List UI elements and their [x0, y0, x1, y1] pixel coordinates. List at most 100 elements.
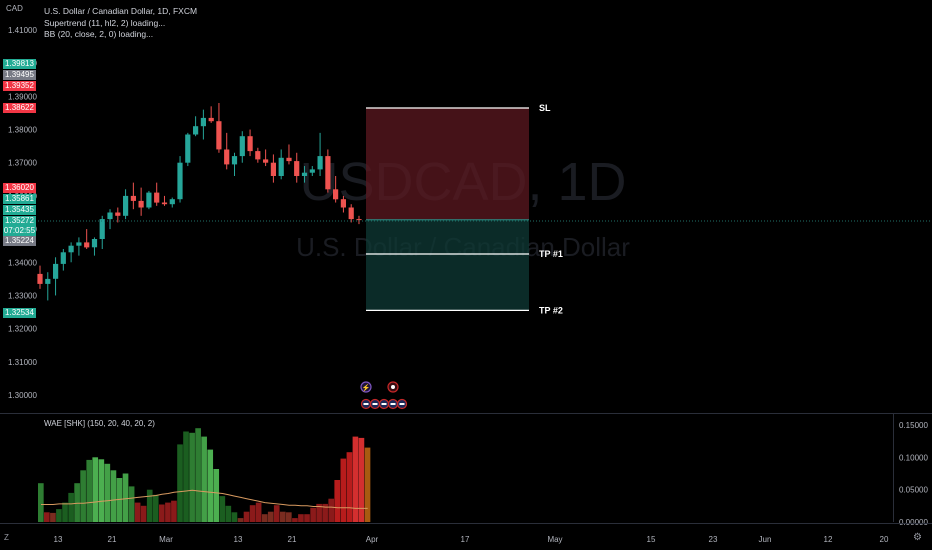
candle-body	[224, 149, 230, 165]
wae-bar	[280, 511, 286, 522]
wae-tick-label: 0.10000	[899, 453, 928, 462]
time-tick-label: 12	[824, 535, 833, 544]
gear-icon[interactable]: ⚙	[913, 532, 922, 543]
time-tick-label: 17	[461, 535, 470, 544]
stop-zone[interactable]	[366, 107, 529, 220]
wae-bar	[255, 502, 262, 522]
candle	[123, 189, 129, 220]
wae-tick-label: 0.00000	[899, 518, 928, 527]
target-zone[interactable]	[366, 219, 529, 311]
price-candles	[37, 103, 362, 301]
candle-body	[45, 278, 51, 284]
long-position-tool[interactable]: SL TP #1 TP #2	[366, 103, 563, 315]
candle	[99, 215, 105, 249]
auto-scale-label[interactable]: Z	[4, 533, 9, 542]
wae-bar	[243, 511, 250, 522]
candle-body	[208, 117, 214, 122]
price-badge: 1.36020	[3, 183, 36, 193]
candle-body	[68, 245, 74, 253]
currency-label: CAD	[6, 4, 23, 13]
wae-bar	[273, 505, 280, 522]
candle-body	[239, 136, 245, 157]
wae-bar	[92, 457, 99, 522]
candle-body	[255, 151, 261, 160]
candle	[169, 197, 175, 208]
flag-stripe	[372, 403, 378, 405]
candle-body	[115, 212, 121, 216]
wae-bar	[352, 436, 359, 522]
candle	[177, 156, 183, 203]
wae-bar	[304, 514, 310, 522]
wae-bar	[86, 459, 93, 522]
candle	[60, 249, 66, 271]
candle	[146, 190, 152, 210]
candle-body	[177, 162, 183, 200]
candle-body	[317, 156, 323, 170]
candle-body	[263, 159, 269, 163]
wae-bar	[116, 478, 123, 522]
candle	[231, 152, 238, 176]
wae-bar	[267, 511, 274, 522]
wae-bar	[146, 489, 153, 522]
candle	[301, 166, 308, 183]
candle-body	[286, 157, 292, 162]
price-tick-label: 1.38000	[8, 126, 37, 135]
event-markers[interactable]: ⚡	[360, 381, 399, 393]
sl-label: SL	[539, 103, 551, 113]
price-tick-label: 1.31000	[8, 358, 37, 367]
candle	[53, 257, 59, 296]
wae-bar	[310, 507, 316, 522]
price-badge: 1.35861	[3, 194, 36, 204]
earnings-event-icon[interactable]	[360, 381, 372, 393]
economic-calendar-flags[interactable]	[360, 398, 408, 410]
price-badge: 1.39352	[3, 81, 36, 91]
candle-body	[301, 172, 308, 176]
candle-body	[216, 121, 222, 150]
candle-body	[138, 200, 144, 208]
bollinger-legend[interactable]: BB (20, close, 2, 0) loading...	[44, 29, 154, 39]
wae-bar	[44, 512, 50, 522]
flag-stripe	[363, 403, 369, 405]
wae-bar	[140, 505, 147, 522]
candle	[224, 132, 230, 170]
candle	[84, 229, 90, 249]
candle	[68, 242, 74, 263]
candle	[340, 195, 346, 213]
wae-bar	[213, 469, 220, 522]
wae-bar	[152, 494, 159, 522]
candle	[107, 209, 113, 230]
wae-bar	[56, 509, 62, 522]
price-tick-label: 1.41000	[8, 26, 37, 35]
candle-body	[200, 117, 206, 127]
candle	[239, 131, 245, 163]
candle-body	[356, 219, 362, 221]
wae-bar	[225, 505, 232, 522]
candle-body	[146, 192, 152, 208]
wae-bar	[134, 502, 141, 522]
candle-body	[76, 242, 82, 246]
candle-body	[169, 199, 175, 205]
wae-bar	[68, 492, 74, 522]
time-tick-label: 20	[880, 535, 889, 544]
price-badge: 1.39495	[3, 70, 36, 80]
candle-body	[325, 156, 331, 190]
wae-bar	[298, 514, 304, 522]
time-tick-label: 13	[234, 535, 243, 544]
price-badge: 07:02:55	[3, 226, 36, 236]
time-tick-label: 21	[108, 535, 117, 544]
time-tick-label: May	[547, 535, 562, 544]
symbol-title[interactable]: U.S. Dollar / Canadian Dollar, 1D, FXCM	[44, 6, 198, 16]
wae-axis-ticks: 0.15000 0.10000 0.05000 0.00000	[899, 421, 928, 527]
wae-legend[interactable]: WAE [SHK] (150, 20, 40, 20, 2)	[44, 419, 155, 428]
wae-bar	[316, 503, 322, 522]
candle	[76, 237, 82, 256]
time-axis[interactable]: 13 21 Mar 13 21 Apr 17 May 15 23 Jun 12 20	[54, 535, 889, 544]
candle	[45, 272, 51, 301]
candle	[91, 237, 98, 256]
candle	[130, 182, 136, 210]
price-tick-label: 1.39000	[8, 92, 37, 101]
wae-explosion-line	[41, 489, 368, 509]
wae-bar	[128, 486, 135, 522]
supertrend-legend[interactable]: Supertrend (11, hl2, 2) loading...	[44, 18, 166, 28]
